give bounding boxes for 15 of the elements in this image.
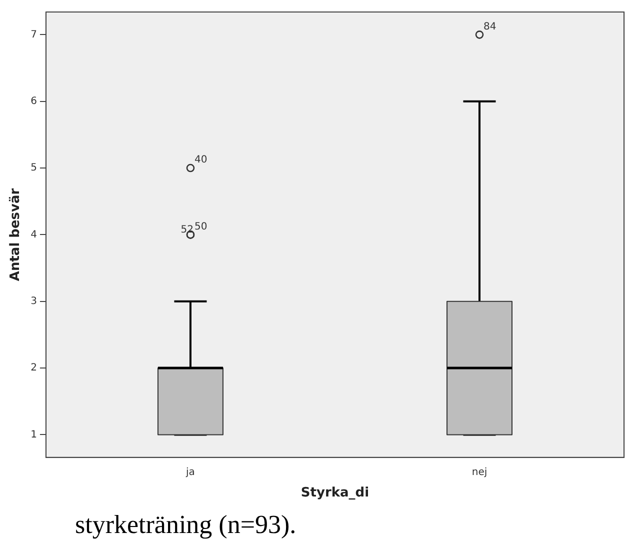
y-tick-label: 1 bbox=[30, 429, 37, 440]
x-axis-title: Styrka_di bbox=[300, 486, 370, 501]
y-axis-title: Antal besvär bbox=[8, 188, 24, 282]
y-tick-label: 5 bbox=[30, 162, 37, 174]
y-tick-label: 3 bbox=[30, 296, 37, 307]
y-tick-label: 4 bbox=[30, 229, 37, 240]
x-tick-label: ja bbox=[185, 466, 195, 478]
annotation: 50 bbox=[194, 221, 208, 232]
text: styrketräning (n=93). bbox=[75, 510, 296, 540]
annotation: 40 bbox=[194, 154, 208, 166]
x-tick-label: nej bbox=[472, 466, 488, 478]
y-tick-label: 6 bbox=[30, 96, 37, 107]
annotation: 84 bbox=[483, 21, 496, 32]
y-tick-label: 7 bbox=[30, 29, 37, 40]
y-tick-label: 2 bbox=[30, 362, 37, 374]
